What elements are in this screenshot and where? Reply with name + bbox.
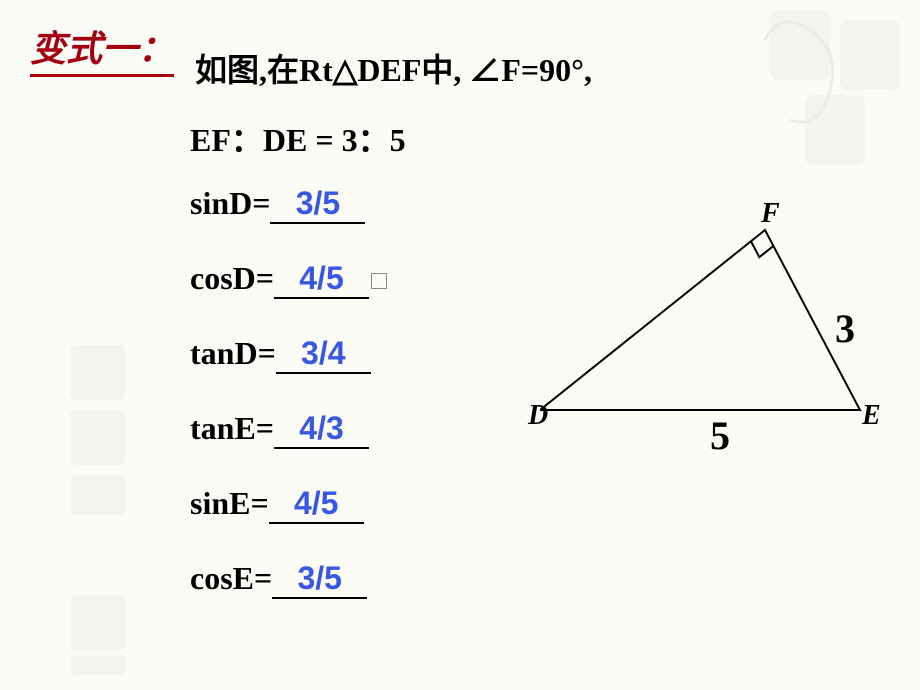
watermark-bottom-left (60, 590, 140, 680)
side-label-de: 5 (710, 412, 730, 459)
watermark-left (60, 340, 140, 520)
eq-answer: 3/5 (272, 560, 367, 599)
vertex-label-f: F (761, 198, 780, 230)
eq-label: tanD= (190, 335, 276, 372)
eq-answer: 4/5 (269, 485, 364, 524)
equation-row: sinE= 4/5 (190, 485, 387, 560)
eq-answer: 4/3 (274, 410, 369, 449)
problem-line1: 如图,在Rt△DEF中, ∠F=90°, (195, 45, 592, 91)
eq-label: sinD= (190, 185, 270, 222)
triangle-diagram: D F E 3 5 (540, 210, 880, 470)
equation-row: sinD= 3/5 (190, 185, 387, 260)
eq-answer: 4/5 (274, 260, 369, 299)
vertex-label-e: E (862, 400, 881, 432)
equation-row: tanE= 4/3 (190, 410, 387, 485)
vertex-label-d: D (528, 400, 548, 432)
equation-row: tanD= 3/4 (190, 335, 387, 410)
eq-answer: 3/4 (276, 335, 371, 374)
eq-label: cosD= (190, 260, 274, 297)
problem-line2: EF：DE = 3：5 (190, 115, 406, 161)
eq-label: tanE= (190, 410, 274, 447)
eq-label: sinE= (190, 485, 269, 522)
trailing-box-glyph (371, 273, 387, 289)
equations-list: sinD= 3/5 cosD= 4/5 tanD= 3/4 tanE= 4/3 … (190, 185, 387, 635)
watermark-top-right (760, 0, 920, 180)
eq-answer: 3/5 (270, 185, 365, 224)
variant-header: 变式一： (30, 20, 174, 77)
side-label-fe: 3 (835, 305, 855, 352)
equation-row: cosD= 4/5 (190, 260, 387, 335)
equation-row: cosE= 3/5 (190, 560, 387, 635)
eq-label: cosE= (190, 560, 272, 597)
